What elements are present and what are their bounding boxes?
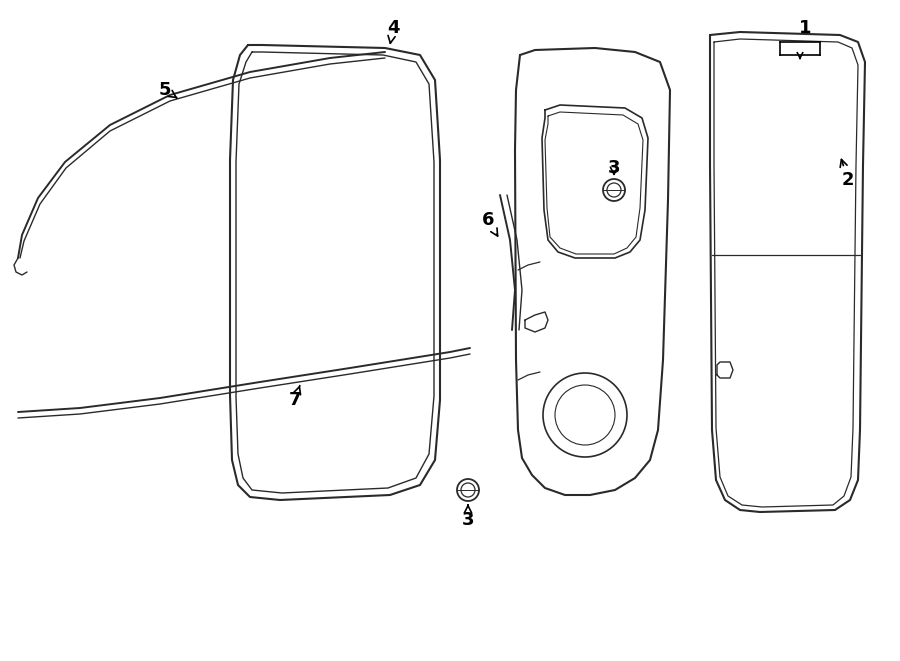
Text: 2: 2 xyxy=(841,159,854,189)
Text: 1: 1 xyxy=(799,19,811,37)
Text: 6: 6 xyxy=(482,211,498,236)
Text: 4: 4 xyxy=(387,19,400,44)
Text: 3: 3 xyxy=(608,159,620,177)
Text: 3: 3 xyxy=(462,505,474,529)
Text: 7: 7 xyxy=(289,385,302,409)
Text: 5: 5 xyxy=(158,81,176,99)
